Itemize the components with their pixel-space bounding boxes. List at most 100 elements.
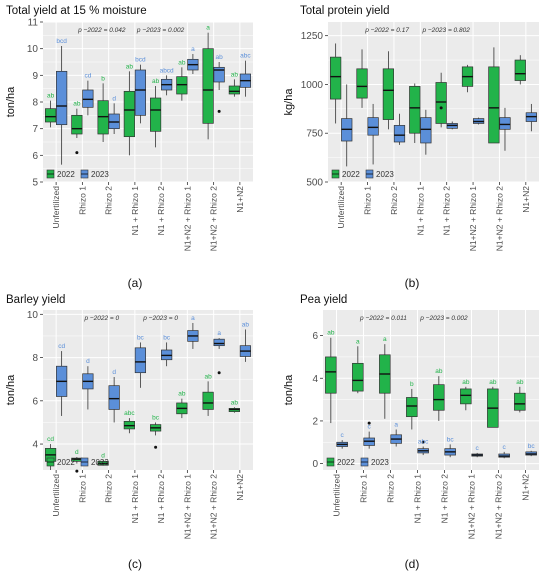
- significance-letter: d: [112, 95, 116, 102]
- x-tick-label: N1 + Rhizo 1: [130, 186, 140, 236]
- box-2023-2: c: [363, 421, 375, 449]
- box-2022-6: ab: [460, 379, 472, 411]
- panel-label: (a): [128, 276, 143, 290]
- box-2023-8: bc: [525, 443, 537, 457]
- x-tick-label: N1+N2 + Rhizo 2: [494, 186, 504, 251]
- panel-label: (d): [405, 557, 420, 571]
- box-2022-6: ab: [176, 391, 188, 419]
- significance-letter: abcd: [160, 67, 174, 74]
- box-2022-6: ab: [176, 59, 188, 101]
- box-body: [134, 69, 146, 116]
- box-2022-7: a: [202, 25, 214, 140]
- box-2023-1: bcd: [56, 38, 67, 165]
- y-axis-label: ton/ha: [5, 86, 17, 117]
- box-2023-3: d: [108, 369, 120, 423]
- box-body: [123, 90, 135, 138]
- y-axis-label: ton/ha: [283, 374, 295, 405]
- x-tick-label: N1+N2 + Rhizo 1: [467, 474, 477, 539]
- box-2022-8: ab: [228, 399, 240, 413]
- box-body: [56, 70, 68, 126]
- p-value-2022: p −2022 = 0.011: [359, 315, 407, 322]
- significance-letter: bc: [152, 414, 160, 421]
- significance-letter: ab: [516, 379, 524, 386]
- box-2022-1: ab: [45, 93, 57, 128]
- legend-label-2022: 2022: [57, 170, 75, 179]
- box-body: [393, 125, 406, 143]
- x-tick-label: Rhizo 1: [77, 186, 87, 215]
- significance-letter: c: [503, 444, 507, 451]
- box-2023-2: [367, 103, 379, 165]
- box-2022-6: [461, 64, 474, 93]
- legend-label-2023: 2023: [371, 458, 389, 467]
- box-2022-5: bc: [150, 414, 162, 449]
- panel-background: [328, 22, 539, 182]
- box-body: [499, 117, 511, 130]
- box-2023-7: [499, 107, 511, 151]
- outlier-point: [439, 106, 443, 110]
- x-tick-label: N1 + Rhizo 2: [156, 186, 166, 236]
- outlier-point: [154, 445, 158, 449]
- significance-letter: ab: [47, 93, 55, 100]
- x-tick-label: N1+N2: [235, 186, 245, 213]
- p-value-2023: p −2023 = 0: [142, 315, 178, 322]
- box-2023-4: abc: [417, 439, 429, 456]
- significance-letter: abc: [418, 439, 429, 446]
- p-value-2022: p −2022 = 0: [83, 315, 119, 322]
- outlier-point: [421, 440, 425, 444]
- y-tick-label: 6: [32, 396, 38, 407]
- box-body: [325, 356, 337, 394]
- legend: 2022 2023: [46, 457, 109, 467]
- y-tick-label: 6: [312, 331, 318, 342]
- y-tick-label: 5: [32, 178, 38, 189]
- box-body: [330, 56, 342, 100]
- significance-letter: bc: [528, 443, 536, 450]
- box-2022-8: [514, 55, 526, 85]
- legend: 2022 2023: [331, 169, 394, 179]
- box-2023-6: a: [187, 46, 199, 74]
- x-tick-label: Rhizo 1: [363, 186, 373, 215]
- box-2022-3: [382, 51, 395, 130]
- x-tick-label: N1+N2: [521, 474, 531, 501]
- significance-letter: a: [356, 338, 360, 345]
- box-2022-4: [409, 83, 421, 143]
- x-tick-label: Unfertilized: [51, 474, 61, 517]
- x-tick-label: N1 + Rhizo 1: [415, 186, 425, 236]
- box-2022-5: ab: [150, 78, 162, 148]
- legend-label-2022: 2022: [337, 458, 355, 467]
- x-tick-label: N1+N2 + Rhizo 1: [182, 474, 192, 539]
- significance-letter: d: [101, 452, 105, 459]
- p-value-2023: p −2023 = 0.002: [419, 315, 468, 322]
- significance-letter: d: [75, 449, 79, 456]
- x-tick-label: N1+N2 + Rhizo 2: [209, 186, 219, 251]
- box-body: [367, 117, 379, 136]
- significance-letter: ab: [178, 391, 186, 398]
- box-2023-3: d: [108, 95, 120, 134]
- panel-background: [43, 310, 253, 470]
- p-value-2023: p −2023 = 0.002: [136, 27, 185, 34]
- p-value-2022: p −2022 = 0.042: [77, 27, 126, 34]
- y-tick-label: 500: [306, 178, 323, 189]
- significance-letter: ab: [204, 373, 212, 380]
- p-value-2022: p −2022 = 0.17: [364, 27, 409, 34]
- significance-letter: bc: [137, 334, 145, 341]
- box-2022-2: ab: [71, 101, 83, 155]
- box-2023-1: cd: [56, 343, 68, 416]
- significance-letter: ab: [73, 101, 81, 108]
- box-body: [71, 114, 83, 135]
- box-2023-4: bcd: [134, 57, 146, 124]
- box-body: [108, 385, 120, 410]
- box-body: [435, 82, 447, 124]
- panel-title: Total yield at 15 % moisture: [6, 5, 147, 17]
- panel-title: Total protein yield: [300, 5, 390, 17]
- x-tick-label: N1+N2 + Rhizo 1: [182, 186, 192, 251]
- significance-letter: ab: [327, 330, 335, 337]
- x-tick-label: Rhizo 2: [104, 186, 114, 215]
- y-tick-label: 10: [27, 44, 39, 55]
- panel-title: Barley yield: [6, 294, 65, 306]
- x-tick-label: N1 + Rhizo 2: [442, 186, 452, 236]
- significance-letter: c: [368, 424, 372, 431]
- significance-letter: a: [191, 315, 195, 322]
- box-body: [213, 66, 225, 83]
- box-2022-3: b: [97, 75, 109, 142]
- significance-letter: b: [410, 381, 414, 388]
